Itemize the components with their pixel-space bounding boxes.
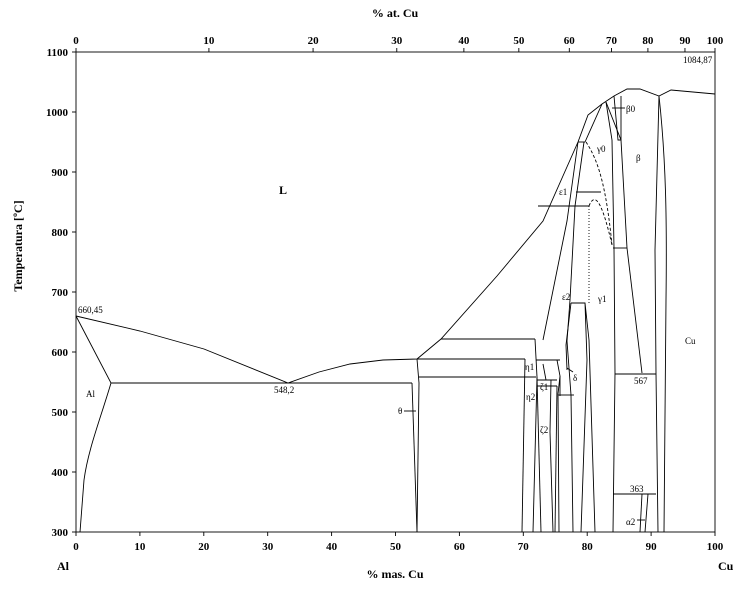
bottom-tick-label: 0 — [73, 541, 79, 553]
label-beta0: β0 — [626, 104, 636, 114]
temp-eutectic: 548,2 — [274, 385, 294, 395]
top-tick-label: 80 — [642, 35, 654, 47]
top-tick-label: 20 — [308, 35, 320, 47]
top-tick-label: 30 — [391, 35, 403, 47]
eps2-left — [542, 141, 579, 341]
bottom-tick-label: 80 — [582, 541, 594, 553]
bottom-tick-label: 40 — [326, 541, 338, 553]
al-solvus — [79, 382, 112, 533]
bottom-tick-label: 30 — [262, 541, 274, 553]
delta-leader — [566, 367, 574, 373]
top-tick-label: 60 — [564, 35, 576, 47]
beta0-box — [613, 95, 622, 141]
top-tick-label: 0 — [73, 35, 79, 47]
left-tick-label: 700 — [52, 287, 69, 299]
gamma0-dashed-2 — [588, 199, 613, 246]
bottom-tick-label: 70 — [518, 541, 530, 553]
top-axis: 0 10 20 30 40 50 60 70 80 90 100 — [73, 35, 724, 52]
left-tick-label: 400 — [52, 467, 69, 479]
theta-right — [416, 358, 420, 533]
bottom-tick-label: 20 — [198, 541, 210, 553]
bottom-tick-label: 60 — [454, 541, 466, 553]
label-eps1: ε1 — [559, 187, 567, 197]
label-gamma0: γ0 — [596, 144, 606, 154]
label-zeta1: ζ1 — [540, 382, 548, 392]
bottom-tick-label: 100 — [707, 541, 724, 553]
left-element-label: Al — [57, 559, 70, 573]
gamma1-loop — [565, 302, 596, 533]
temp-cu-melt: 1084,87 — [683, 55, 713, 65]
phase-boundaries — [75, 88, 716, 533]
plot-frame — [75, 51, 716, 533]
left-tick-label: 800 — [52, 227, 69, 239]
alpha2-right — [644, 493, 649, 533]
zeta-left — [536, 376, 542, 533]
eps2-right — [566, 141, 585, 342]
label-L: L — [279, 183, 287, 197]
label-delta: δ — [573, 373, 577, 383]
left-tick-label: 1000 — [46, 107, 69, 119]
bottom-tick-label: 90 — [646, 541, 658, 553]
temp-al-melt: 660,45 — [78, 305, 103, 315]
bottom-axis-title: % mas. Cu — [366, 567, 423, 581]
zeta-right — [549, 379, 554, 533]
bottom-tick-label: 10 — [134, 541, 146, 553]
left-tick-label: 600 — [52, 347, 69, 359]
left-tick-label: 1100 — [47, 47, 69, 59]
zeta2-right — [554, 385, 558, 533]
bottom-axis: 0 10 20 30 40 50 60 70 80 90 100 — [73, 532, 724, 553]
temp-567: 567 — [634, 376, 648, 386]
gamma0-left — [584, 103, 603, 143]
top-tick-label: 100 — [707, 35, 724, 47]
top-tick-label: 40 — [458, 35, 470, 47]
al-solidus — [75, 315, 112, 384]
label-theta: θ — [398, 406, 402, 416]
top-axis-title: % at. Cu — [372, 6, 419, 20]
left-tick-label: 900 — [52, 167, 69, 179]
right-element-label: Cu — [718, 559, 734, 573]
label-eps2: ε2 — [562, 292, 570, 302]
temp-363: 363 — [630, 484, 644, 494]
top-tick-label: 70 — [606, 35, 618, 47]
label-eta2: η2 — [526, 392, 535, 402]
liquidus-line — [75, 88, 716, 384]
label-Cu: Cu — [685, 336, 696, 346]
left-tick-label: 500 — [52, 407, 69, 419]
top-tick-label: 10 — [203, 35, 215, 47]
theta-left — [411, 382, 418, 533]
label-beta: β — [636, 153, 641, 163]
label-alpha2: α2 — [626, 517, 635, 527]
label-zeta2: ζ2 — [540, 425, 548, 435]
top-tick-label: 90 — [679, 35, 691, 47]
left-tick-label: 300 — [52, 527, 69, 539]
alpha2-left — [639, 493, 643, 533]
label-gamma1: γ1 — [597, 294, 606, 304]
label-eta1: η1 — [525, 362, 534, 372]
left-axis: 300 400 500 600 700 800 900 1000 1100 — [46, 47, 76, 539]
top-tick-label: 50 — [513, 35, 525, 47]
label-Al: Al — [86, 389, 95, 399]
gamma0-right — [605, 101, 616, 533]
gamma0-dashed-1 — [585, 141, 613, 246]
y-axis-title: Temperatura [ºC] — [11, 200, 25, 291]
delta-left — [557, 375, 561, 533]
bottom-tick-label: 50 — [390, 541, 402, 553]
beta-left — [605, 101, 643, 374]
cu-solvus — [658, 95, 667, 533]
beta-right — [654, 95, 660, 533]
eta-left — [521, 358, 526, 533]
